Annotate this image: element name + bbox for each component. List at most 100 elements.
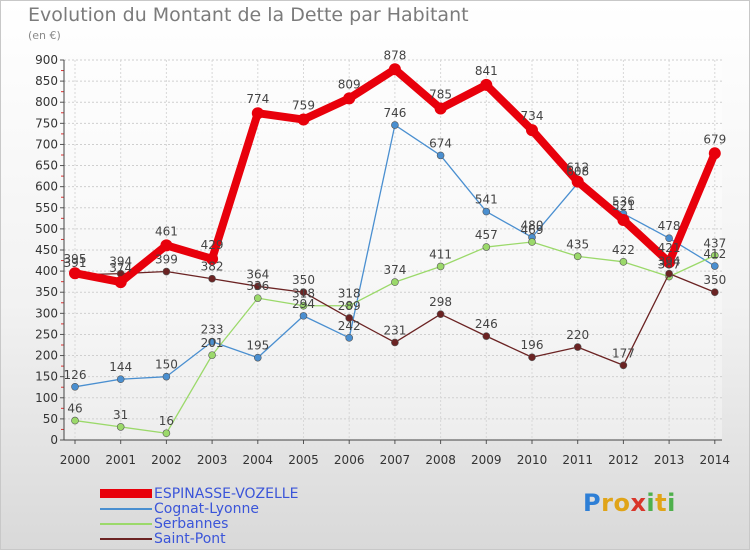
y-tick-label: 200: [35, 349, 58, 363]
data-label-cognat-lyonne: 144: [109, 360, 132, 374]
data-label-saint-pont: 196: [521, 338, 544, 352]
data-point-cognat-lyonne: [391, 121, 399, 129]
data-point-cognat-lyonne: [345, 334, 354, 342]
data-label-espinasse-vozelle: 878: [383, 48, 406, 62]
data-point-cognat-lyonne: [665, 234, 673, 242]
data-point-espinasse-vozelle: [297, 113, 310, 126]
y-tick-label: 0: [50, 433, 58, 447]
logo-letter: x: [630, 489, 647, 517]
data-point-cognat-lyonne: [299, 312, 308, 320]
data-label-saint-pont: 246: [475, 317, 498, 331]
data-label-saint-pont: 399: [155, 253, 178, 267]
y-tick-label: 700: [35, 137, 58, 151]
y-tick-label: 150: [35, 370, 58, 384]
y-tick-label: 50: [43, 412, 58, 426]
y-tick-label: 550: [35, 201, 58, 215]
y-tick-label: 850: [35, 74, 58, 88]
y-tick-label: 500: [35, 222, 58, 236]
data-label-espinasse-vozelle: 809: [338, 77, 361, 91]
data-point-espinasse-vozelle: [114, 276, 127, 289]
data-label-serbannes: 437: [703, 236, 726, 250]
data-label-cognat-lyonne: 233: [201, 323, 224, 337]
data-label-saint-pont: 394: [658, 255, 681, 269]
data-label-cognat-lyonne: 242: [338, 319, 361, 333]
data-point-cognat-lyonne: [162, 372, 171, 381]
data-label-serbannes: 387: [658, 258, 681, 272]
data-label-serbannes: 336: [246, 279, 269, 293]
data-point-cognat-lyonne: [71, 382, 79, 391]
data-label-saint-pont: 391: [64, 256, 87, 270]
data-point-serbannes: [162, 429, 171, 438]
data-point-cognat-lyonne: [710, 262, 719, 270]
data-point-serbannes: [528, 238, 536, 246]
data-label-saint-pont: 350: [292, 273, 315, 287]
legend-swatch: [100, 508, 152, 510]
data-point-espinasse-vozelle: [434, 102, 447, 115]
data-point-serbannes: [619, 258, 628, 266]
data-label-espinasse-vozelle: 841: [475, 64, 498, 78]
data-label-cognat-lyonne: 608: [566, 164, 589, 178]
data-point-cognat-lyonne: [482, 207, 491, 216]
x-tick-label: 2009: [471, 453, 502, 467]
data-point-espinasse-vozelle: [69, 267, 81, 280]
data-label-serbannes: 318: [292, 287, 315, 301]
data-point-espinasse-vozelle: [251, 107, 264, 120]
x-tick-label: 2012: [608, 453, 639, 467]
data-point-espinasse-vozelle: [663, 256, 676, 269]
data-point-serbannes: [71, 416, 79, 425]
data-label-serbannes: 422: [612, 243, 635, 257]
legend-label: Saint-Pont: [154, 531, 226, 547]
x-tick-label: 2003: [197, 453, 228, 467]
data-label-cognat-lyonne: 536: [612, 195, 635, 209]
x-tick-label: 2010: [517, 453, 548, 467]
data-label-serbannes: 457: [475, 228, 498, 242]
data-label-espinasse-vozelle: 421: [658, 241, 681, 255]
x-tick-label: 2002: [151, 453, 182, 467]
data-label-cognat-lyonne: 412: [703, 247, 726, 261]
data-label-serbannes: 374: [383, 263, 406, 277]
data-point-espinasse-vozelle: [571, 175, 584, 188]
data-point-saint-pont: [436, 310, 445, 318]
data-label-espinasse-vozelle: 395: [64, 252, 87, 266]
y-tick-label: 800: [35, 95, 58, 109]
data-point-espinasse-vozelle: [388, 63, 401, 76]
data-label-saint-pont: 231: [383, 323, 406, 337]
data-point-saint-pont: [253, 282, 262, 291]
data-label-serbannes: 435: [566, 237, 589, 251]
legend-label: ESPINASSE-VOZELLE: [154, 486, 299, 502]
data-point-espinasse-vozelle: [480, 78, 493, 91]
data-label-espinasse-vozelle: 521: [612, 199, 635, 213]
x-tick-label: 2006: [334, 453, 365, 467]
data-label-espinasse-vozelle: 429: [201, 238, 224, 252]
y-tick-label: 900: [35, 53, 58, 67]
proxiti-logo: Proxiti: [583, 489, 676, 517]
data-label-cognat-lyonne: 294: [292, 297, 315, 311]
y-tick-label: 350: [35, 285, 58, 299]
data-label-saint-pont: 394: [109, 255, 132, 269]
data-label-cognat-lyonne: 150: [155, 358, 178, 372]
data-point-cognat-lyonne: [436, 151, 445, 160]
x-tick-label: 2004: [243, 453, 274, 467]
y-tick-label: 100: [35, 391, 58, 405]
data-point-saint-pont: [710, 288, 719, 297]
data-point-serbannes: [482, 243, 491, 251]
data-point-serbannes: [208, 351, 216, 359]
x-tick-label: 2000: [60, 453, 91, 467]
data-label-serbannes: 31: [113, 408, 128, 422]
chart-subtitle: (en €): [28, 29, 61, 42]
data-label-serbannes: 318: [338, 287, 361, 301]
data-point-cognat-lyonne: [208, 337, 216, 346]
data-label-cognat-lyonne: 541: [475, 193, 498, 207]
chart-title: Evolution du Montant de la Dette par Hab…: [28, 4, 469, 26]
data-point-saint-pont: [299, 288, 308, 297]
data-label-saint-pont: 289: [338, 299, 361, 313]
data-point-saint-pont: [391, 338, 399, 347]
data-label-cognat-lyonne: 480: [521, 218, 544, 232]
data-point-espinasse-vozelle: [526, 124, 538, 137]
legend-label: Serbannes: [154, 516, 229, 532]
data-label-cognat-lyonne: 126: [64, 368, 87, 382]
y-tick-label: 650: [35, 159, 58, 173]
data-label-serbannes: 411: [429, 247, 452, 261]
x-tick-label: 2014: [700, 453, 731, 467]
data-label-serbannes: 46: [67, 402, 82, 416]
